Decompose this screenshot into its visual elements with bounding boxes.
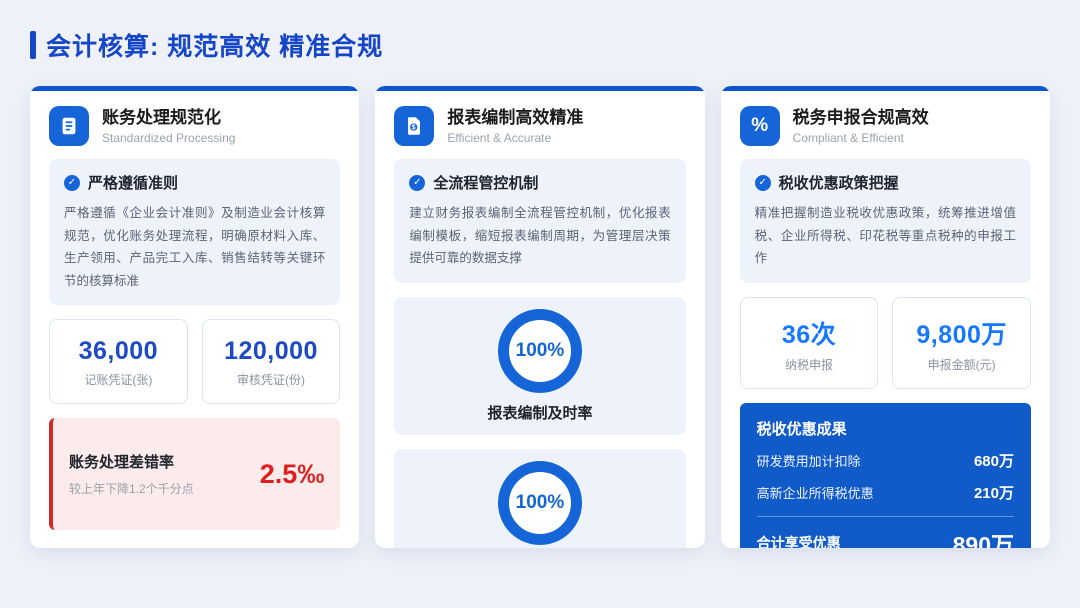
benefit-total-label: 合计享受优惠 (756, 534, 841, 549)
error-rate-value: 2.5‰ (259, 458, 325, 489)
section-heading: 严格遵循准则 (88, 175, 179, 192)
card-header: $ 报表编制高效精准 Efficient & Accurate (394, 106, 685, 146)
benefit-label: 研发费用加计扣除 (756, 453, 861, 469)
title-accent-bar (30, 31, 36, 59)
stat-value: 120,000 (224, 337, 318, 365)
check-circle-icon: ✓ (754, 174, 771, 191)
stat-label: 记账凭证(张) (84, 373, 153, 387)
donut-label: 报表编制及时率 (487, 404, 593, 422)
invoice-dollar-icon: $ (394, 106, 435, 146)
stat-value: 9,800万 (916, 320, 1007, 349)
stat-vouchers-recorded: 36,000 记账凭证(张) (49, 319, 188, 404)
tax-benefit-panel: 税收优惠成果 研发费用加计扣除 680万 高新企业所得税优惠 210万 (739, 402, 1031, 549)
benefit-row: 高新企业所得税优惠 210万 (757, 482, 1014, 503)
donut-value: 100% (515, 491, 565, 513)
donut-timeliness: 100% 报表编制及时率 (394, 296, 686, 435)
section-body: 建立财务报表编制全流程管控机制，优化报表编制模板，缩短报表编制周期，为管理层决策… (409, 206, 671, 265)
section-heading: 税收优惠政策把握 (778, 175, 899, 192)
process-control-section: ✓ 全流程管控机制 建立财务报表编制全流程管控机制，优化报表编制模板，缩短报表编… (394, 159, 686, 283)
stat-label: 纳税申报 (784, 357, 833, 372)
card-title: 税务申报合规高效 (792, 108, 929, 128)
donut-ring: 100% (497, 308, 582, 393)
check-circle-icon: ✓ (409, 174, 426, 191)
benefit-panel-title: 税收优惠成果 (756, 420, 847, 438)
card-accounting-processing: 账务处理规范化 Standardized Processing ✓ 严格遵循准则… (30, 86, 360, 548)
principle-section: ✓ 严格遵循准则 严格遵循《企业会计准则》及制造业会计核算规范，优化账务处理流程… (49, 159, 341, 305)
card-subtitle: Compliant & Efficient (792, 130, 904, 145)
page-header: 会计核算: 规范高效 精准合规 (30, 28, 1050, 62)
card-header: 账务处理规范化 Standardized Processing (49, 106, 340, 146)
error-rate-box: 账务处理差错率 较上年下降1.2个千分点 2.5‰ (49, 418, 341, 530)
stat-vouchers-audited: 120,000 审核凭证(份) (201, 319, 341, 404)
section-body: 严格遵循《企业会计准则》及制造业会计核算规范，优化账务处理流程，明确原材料入库、… (64, 206, 326, 288)
benefit-value: 680万 (973, 452, 1014, 470)
card-subtitle: Efficient & Accurate (447, 130, 552, 145)
card-header: % 税务申报合规高效 Compliant & Efficient (739, 106, 1031, 146)
error-rate-subtitle: 较上年下降1.2个千分点 (69, 482, 194, 496)
stat-tax-filings: 36次 纳税申报 (739, 296, 879, 389)
card-accent-bar (30, 86, 360, 91)
stat-label: 审核凭证(份) (237, 373, 305, 387)
card-subtitle: Standardized Processing (102, 130, 236, 145)
slide: 会计核算: 规范高效 精准合规 账务处理规范化 (30, 28, 1050, 548)
card-accent-bar (375, 86, 705, 91)
section-heading: 全流程管控机制 (433, 175, 539, 192)
benefit-label: 高新企业所得税优惠 (756, 485, 874, 501)
stats-row: 36次 纳税申报 9,800万 申报金额(元) (739, 296, 1031, 389)
check-circle-icon: ✓ (64, 174, 80, 191)
card-title: 报表编制高效精准 (447, 108, 584, 128)
svg-text:$: $ (412, 125, 416, 132)
stat-value: 36次 (781, 320, 837, 349)
cards-row: 账务处理规范化 Standardized Processing ✓ 严格遵循准则… (30, 86, 1050, 548)
card-title: 账务处理规范化 (102, 108, 221, 128)
stat-label: 申报金额(元) (927, 357, 996, 372)
stats-row: 36,000 记账凭证(张) 120,000 审核凭证(份) (49, 319, 341, 404)
section-body: 精准把握制造业税收优惠政策，统筹推进增值税、企业所得税、印花税等重点税种的申报工… (754, 206, 1016, 265)
stat-value: 36,000 (78, 337, 159, 365)
benefit-total-value: 890万 (952, 531, 1014, 549)
card-accent-bar (720, 86, 1050, 91)
error-rate-title: 账务处理差错率 (69, 454, 175, 471)
stat-declared-amount: 9,800万 申报金额(元) (892, 296, 1031, 389)
percent-icon: % (739, 106, 780, 146)
benefit-total-row: 合计享受优惠 890万 (757, 526, 1014, 549)
benefit-value: 210万 (973, 484, 1014, 502)
ledger-book-icon (49, 106, 89, 146)
card-report-preparation: $ 报表编制高效精准 Efficient & Accurate ✓ 全流程管控机… (375, 86, 705, 548)
donut-ring: 100% (497, 460, 582, 545)
tax-policy-section: ✓ 税收优惠政策把握 精准把握制造业税收优惠政策，统筹推进增值税、企业所得税、印… (739, 159, 1031, 283)
card-tax-filing: % 税务申报合规高效 Compliant & Efficient ✓ 税收优惠政… (720, 86, 1050, 549)
benefit-row: 研发费用加计扣除 680万 (757, 450, 1014, 471)
donut-accuracy: 100% 报表数据准确率 (394, 448, 686, 548)
page-title: 会计核算: 规范高效 精准合规 (46, 33, 384, 61)
divider (756, 515, 1014, 517)
donut-value: 100% (515, 339, 565, 361)
